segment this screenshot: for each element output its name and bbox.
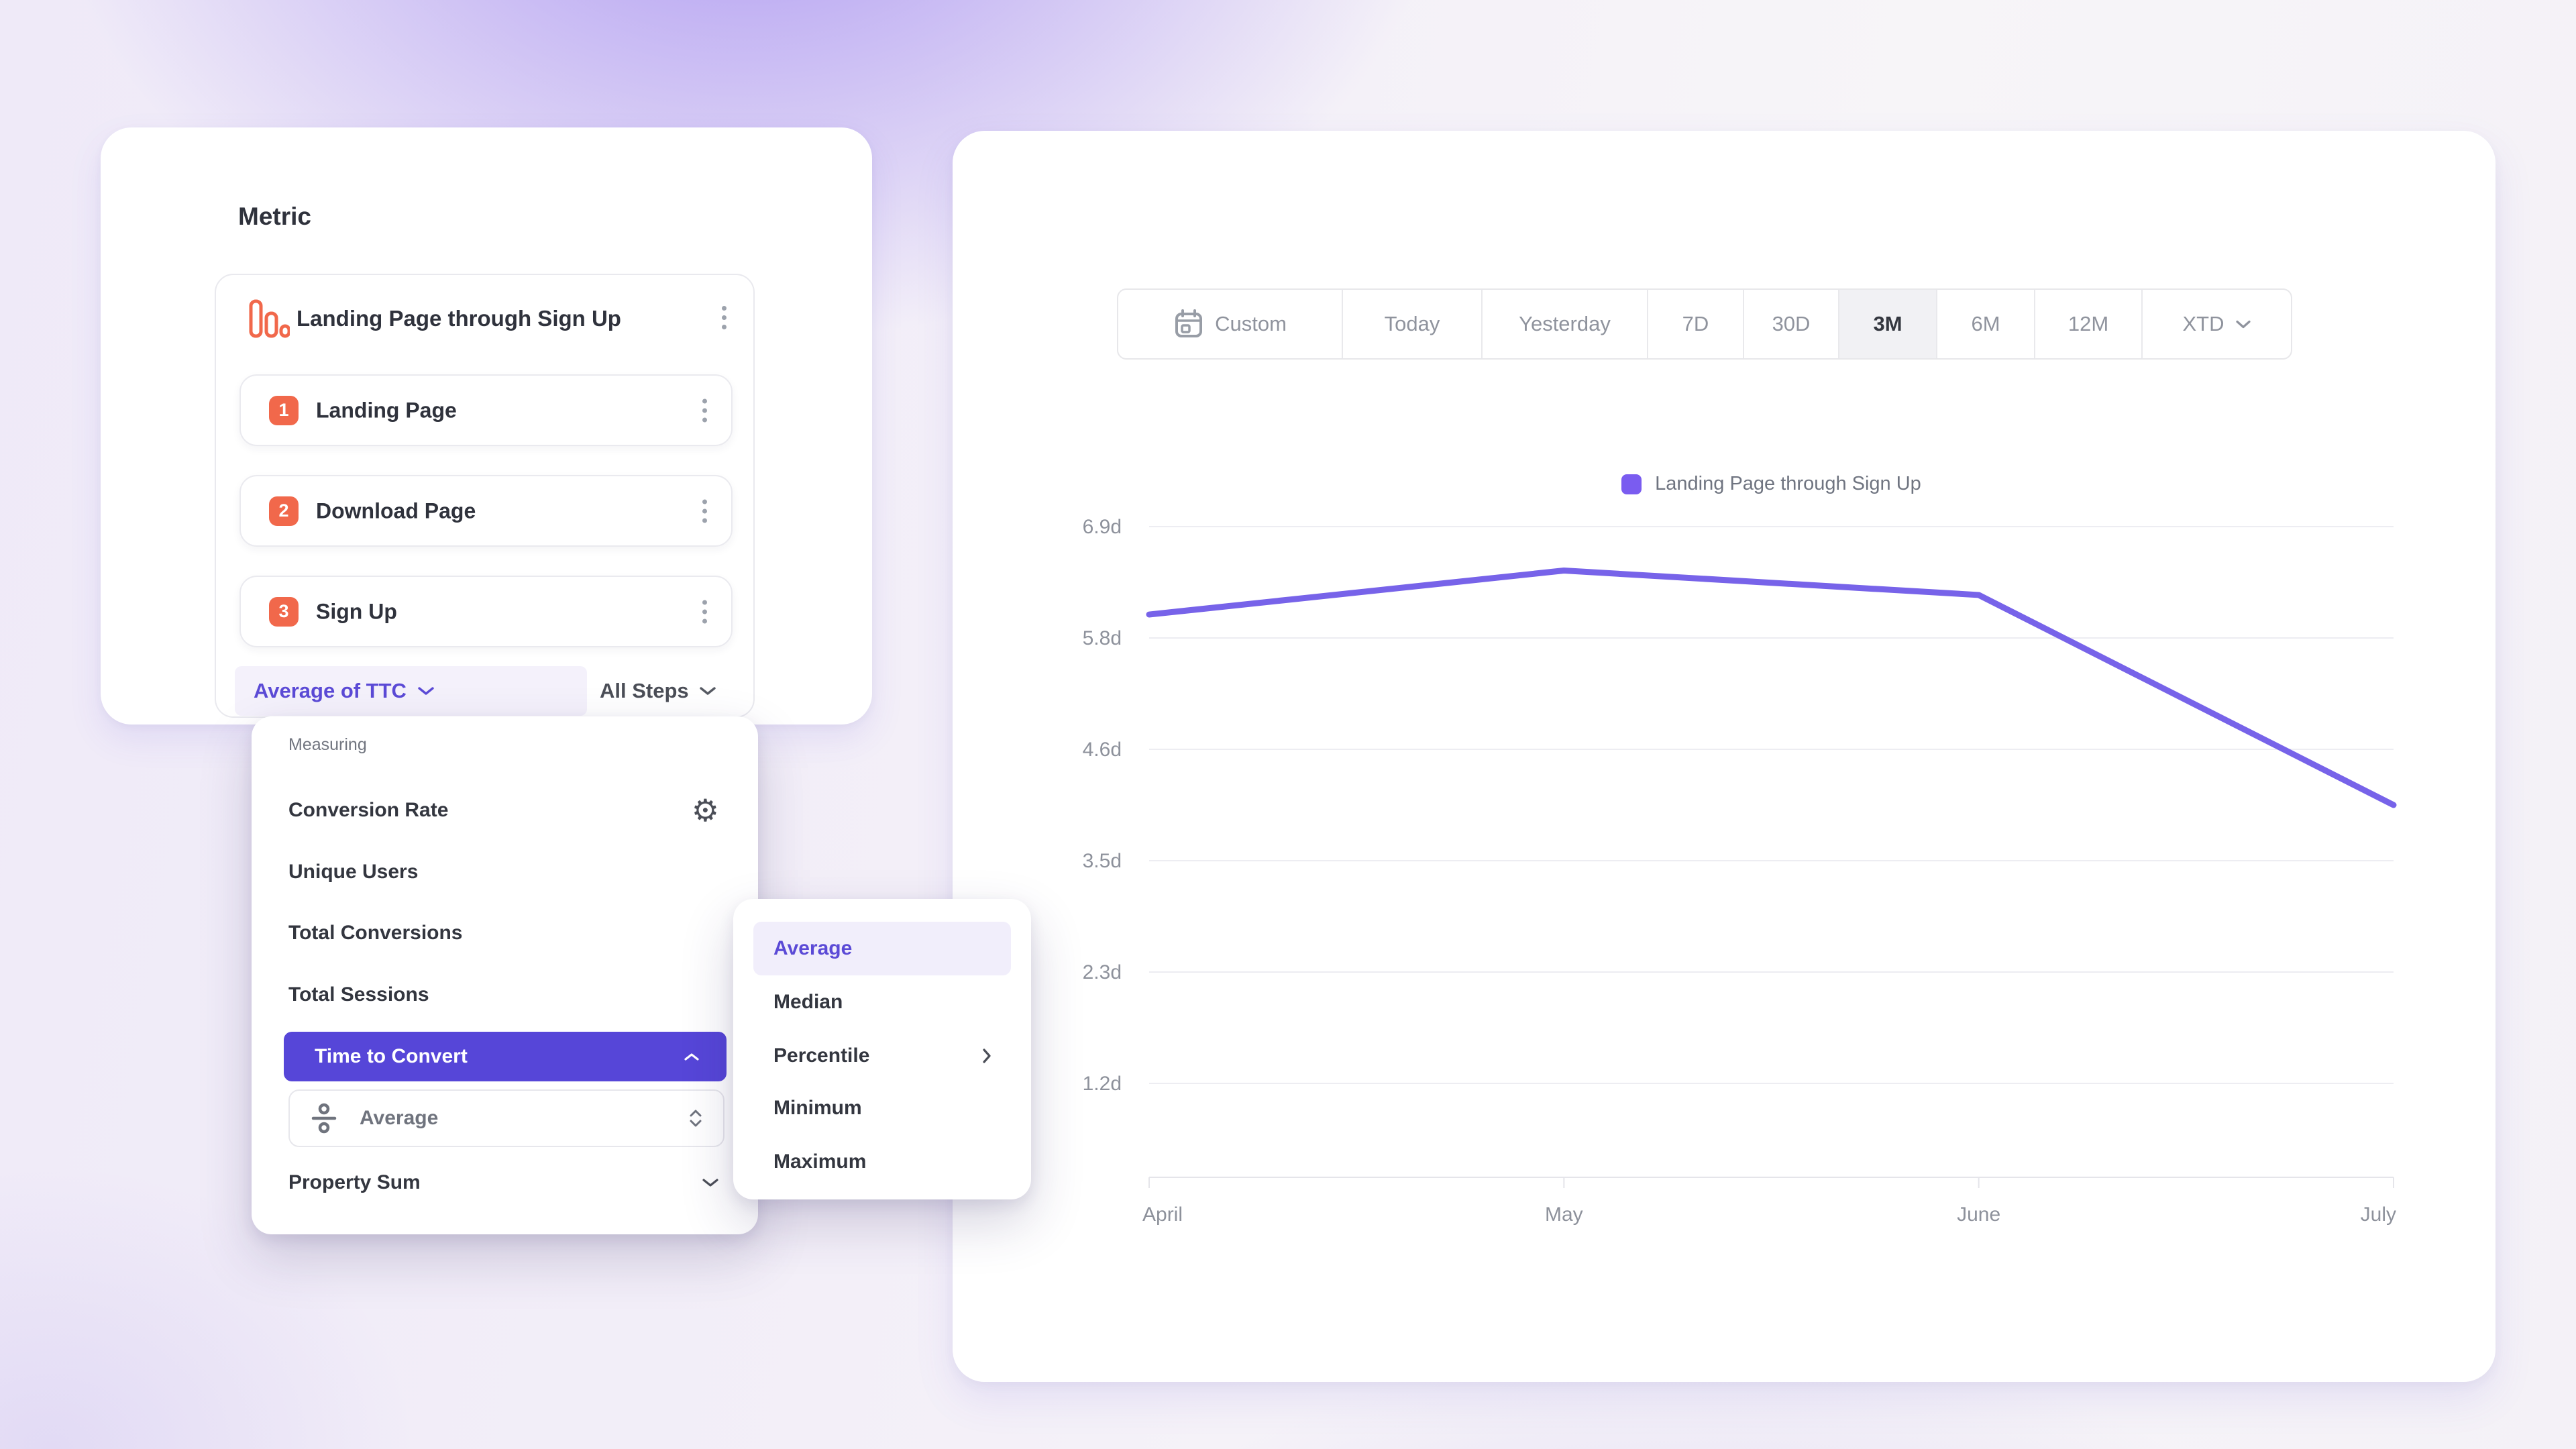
menu-item-conversion-rate[interactable]: Conversion Rate ⚙: [288, 793, 719, 828]
funnel-header: Landing Page through Sign Up: [216, 275, 753, 362]
gear-icon[interactable]: ⚙: [691, 793, 719, 828]
svg-text:5.8d: 5.8d: [1083, 627, 1122, 649]
divide-icon: [311, 1103, 337, 1134]
date-option-today[interactable]: Today: [1343, 290, 1483, 358]
step-label: Download Page: [316, 498, 476, 523]
menu-item-time-to-convert-selected[interactable]: Time to Convert: [284, 1032, 727, 1081]
svg-text:3.5d: 3.5d: [1083, 850, 1122, 872]
legend-swatch: [1621, 474, 1642, 494]
metric-card: Metric Landing Page through Sign Up 1 La…: [101, 127, 872, 724]
chart-legend[interactable]: Landing Page through Sign Up: [1149, 473, 2394, 495]
funnel-footer: Average of TTC All Steps: [216, 666, 753, 717]
funnel-definition-panel: Landing Page through Sign Up 1 Landing P…: [215, 274, 755, 718]
date-option-30d[interactable]: 30D: [1744, 290, 1839, 358]
measurement-dropdown-label: Average of TTC: [254, 679, 407, 702]
time-to-convert-aggregation-select[interactable]: Average: [288, 1089, 724, 1147]
svg-text:4.6d: 4.6d: [1083, 739, 1122, 761]
date-option-xtd[interactable]: XTD: [2143, 290, 2291, 358]
step-number-badge: 3: [269, 596, 299, 627]
date-option-12m[interactable]: 12M: [2035, 290, 2143, 358]
svg-text:6.9d: 6.9d: [1083, 516, 1122, 538]
measurement-dropdown-button[interactable]: Average of TTC: [235, 666, 587, 716]
menu-item-total-conversions[interactable]: Total Conversions: [288, 922, 463, 944]
date-option-yesterday[interactable]: Yesterday: [1483, 290, 1648, 358]
svg-text:1.2d: 1.2d: [1083, 1073, 1122, 1095]
funnel-step-row[interactable]: 2 Download Page: [239, 475, 733, 547]
submenu-item-average-selected[interactable]: Average: [753, 922, 1011, 975]
date-option-custom[interactable]: Custom: [1118, 290, 1343, 358]
stepper-up-down-icon: [688, 1108, 703, 1129]
aggregation-submenu: Average Median Percentile Minimum Maximu…: [733, 899, 1031, 1199]
step-label: Landing Page: [316, 398, 457, 422]
steps-scope-label: All Steps: [600, 679, 689, 702]
funnel-chart-icon: [246, 297, 291, 344]
funnel-kebab-menu-icon[interactable]: [715, 299, 733, 336]
submenu-item-median[interactable]: Median: [773, 991, 843, 1013]
chart-card: Custom Today Yesterday 7D 30D 3M 6M 12M …: [953, 131, 2496, 1382]
svg-text:May: May: [1545, 1203, 1583, 1226]
steps-scope-dropdown-button[interactable]: All Steps: [600, 666, 716, 716]
chevron-down-icon: [417, 686, 435, 696]
chevron-down-icon: [702, 1177, 719, 1188]
svg-text:June: June: [1957, 1203, 2000, 1226]
funnel-step-row[interactable]: 1 Landing Page: [239, 374, 733, 446]
submenu-item-maximum[interactable]: Maximum: [773, 1150, 867, 1173]
chevron-down-icon: [2235, 319, 2251, 329]
step-kebab-menu-icon[interactable]: [696, 392, 714, 429]
svg-text:2.3d: 2.3d: [1083, 961, 1122, 983]
step-number-badge: 2: [269, 496, 299, 526]
date-option-6m[interactable]: 6M: [1937, 290, 2035, 358]
menu-item-property-sum[interactable]: Property Sum: [252, 1156, 758, 1210]
funnel-step-row[interactable]: 3 Sign Up: [239, 576, 733, 647]
menu-item-total-sessions[interactable]: Total Sessions: [288, 983, 429, 1006]
chevron-up-icon: [684, 1052, 700, 1062]
submenu-item-minimum[interactable]: Minimum: [773, 1097, 862, 1119]
menu-item-unique-users[interactable]: Unique Users: [288, 861, 419, 883]
step-label: Sign Up: [316, 599, 397, 623]
date-option-7d[interactable]: 7D: [1648, 290, 1744, 358]
chevron-down-icon: [699, 686, 716, 696]
svg-text:April: April: [1142, 1203, 1183, 1226]
date-option-3m-selected[interactable]: 3M: [1839, 290, 1937, 358]
step-number-badge: 1: [269, 395, 299, 425]
submenu-item-percentile[interactable]: Percentile: [733, 1035, 1031, 1077]
menu-section-label: Measuring: [288, 735, 367, 754]
step-kebab-menu-icon[interactable]: [696, 593, 714, 630]
svg-text:July: July: [2361, 1203, 2396, 1226]
legend-label: Landing Page through Sign Up: [1655, 473, 1921, 494]
date-range-picker: Custom Today Yesterday 7D 30D 3M 6M 12M …: [1117, 288, 2292, 360]
chevron-right-icon: [981, 1047, 992, 1065]
calendar-icon: [1173, 309, 1204, 339]
measuring-menu: Measuring Conversion Rate ⚙ Unique Users…: [252, 716, 758, 1234]
metric-card-title: Metric: [238, 203, 311, 230]
funnel-title: Landing Page through Sign Up: [297, 306, 621, 331]
step-kebab-menu-icon[interactable]: [696, 492, 714, 529]
